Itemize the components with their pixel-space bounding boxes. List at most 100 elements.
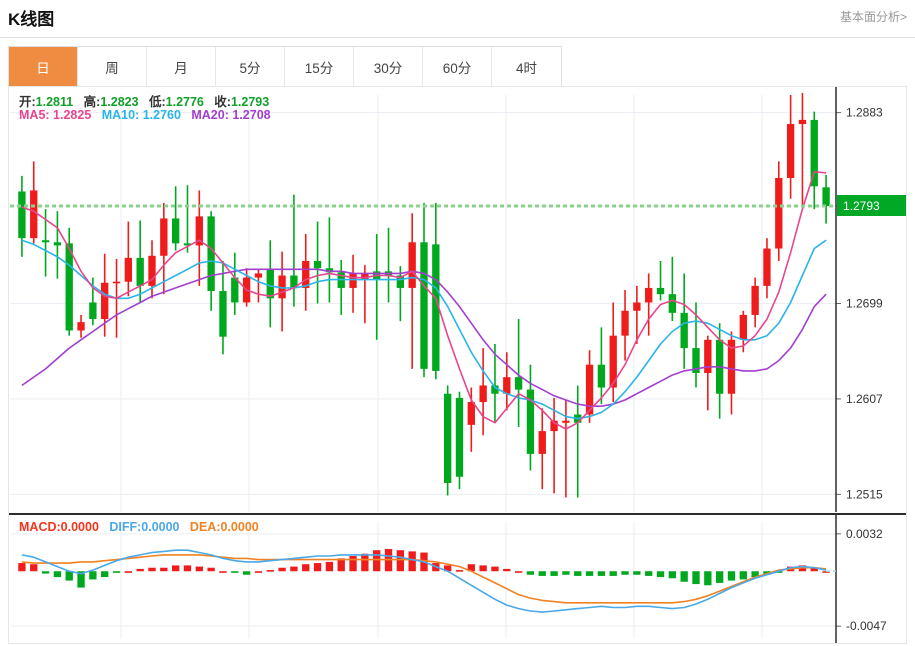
macd-histogram-bar xyxy=(18,563,26,572)
candlestick xyxy=(503,352,511,411)
candlestick xyxy=(656,260,665,301)
tab-15min[interactable]: 15分 xyxy=(285,47,354,86)
svg-text:1.2793: 1.2793 xyxy=(843,199,880,213)
ma5-value: 1.2825 xyxy=(53,108,92,122)
candlestick xyxy=(574,385,582,498)
candlestick xyxy=(231,252,239,315)
candlestick xyxy=(65,227,73,336)
candlestick xyxy=(786,95,795,199)
macd-histogram-bar xyxy=(574,571,582,576)
macd-histogram-bar xyxy=(325,561,334,572)
macd-histogram-bar xyxy=(337,558,345,572)
macd-histogram-bar xyxy=(266,570,274,572)
macd-histogram-bar xyxy=(373,550,381,572)
candlestick xyxy=(313,221,322,304)
macd-value: 0.0000 xyxy=(60,520,99,534)
candlestick xyxy=(479,348,487,436)
macd-histogram-bar xyxy=(538,571,546,576)
macd-histogram-bar xyxy=(53,571,62,578)
price-chart-pane[interactable]: 开:1.2811 高:1.2823 低:1.2776 收:1.2793 MA5:… xyxy=(9,87,906,513)
candlestick xyxy=(633,285,641,344)
ma5-label: MA5: xyxy=(19,108,50,122)
candlestick xyxy=(77,314,85,338)
candlestick xyxy=(822,174,830,224)
macd-histogram-bar xyxy=(254,571,263,573)
macd-histogram-bar xyxy=(101,571,109,578)
fundamental-analysis-link[interactable]: 基本面分析> xyxy=(839,10,907,24)
macd-histogram-bar xyxy=(313,563,322,572)
open-label: 开: xyxy=(19,95,36,109)
candlestick xyxy=(455,391,464,490)
ohlc-readout: 开:1.2811 高:1.2823 低:1.2776 收:1.2793 xyxy=(19,91,269,110)
macd-histogram-bar xyxy=(361,553,369,572)
candlestick xyxy=(160,202,168,295)
candlestick xyxy=(727,331,736,415)
low-value: 1.2776 xyxy=(165,95,204,109)
tab-day[interactable]: 日 xyxy=(9,47,78,86)
page-title: K线图 xyxy=(8,10,55,29)
candlestick xyxy=(254,269,263,303)
macd-histogram-bar xyxy=(503,568,511,572)
low-label: 低: xyxy=(148,95,166,109)
candlestick xyxy=(680,273,688,369)
candlestick xyxy=(526,364,535,471)
candlestick xyxy=(124,221,133,297)
candlestick xyxy=(810,111,818,210)
macd-histogram-bar xyxy=(112,571,121,573)
tab-60min[interactable]: 60分 xyxy=(423,47,492,86)
ma5-line xyxy=(21,171,827,430)
macd-histogram-bar xyxy=(633,571,641,575)
tab-5min[interactable]: 5分 xyxy=(216,47,285,86)
close-value: 1.2793 xyxy=(230,95,270,109)
macd-histogram-bar xyxy=(810,567,818,572)
macd-histogram-bar xyxy=(443,565,452,572)
close-label: 收: xyxy=(214,95,231,109)
diff-value: 0.0000 xyxy=(141,520,180,534)
macd-histogram-bar xyxy=(278,567,286,572)
macd-histogram-bar xyxy=(160,567,168,572)
open-value: 1.2811 xyxy=(35,95,74,109)
macd-histogram-bar xyxy=(621,571,629,575)
macd-histogram-bar xyxy=(550,571,558,576)
candlestick xyxy=(53,211,62,279)
macd-histogram-bar xyxy=(195,566,203,572)
price-axis-label: 1.2883 xyxy=(846,106,883,120)
macd-label: MACD: xyxy=(19,520,61,534)
candlestick xyxy=(704,335,712,411)
diff-label: DIFF: xyxy=(109,520,142,534)
macd-histogram-bar xyxy=(408,551,416,572)
tab-4hour[interactable]: 4时 xyxy=(492,47,561,86)
macd-histogram-bar xyxy=(65,571,73,581)
macd-histogram-bar xyxy=(171,565,180,572)
tab-month[interactable]: 月 xyxy=(147,47,216,86)
dea-line xyxy=(21,554,827,604)
kline-chart-container[interactable]: 开:1.2811 高:1.2823 低:1.2776 收:1.2793 MA5:… xyxy=(8,86,907,644)
candlestick xyxy=(373,234,381,340)
candlestick xyxy=(443,385,452,496)
price-axis-label: 1.2515 xyxy=(846,487,883,501)
candlestick xyxy=(337,259,345,315)
macd-histogram-bar xyxy=(609,571,617,576)
candlestick xyxy=(420,202,428,378)
macd-histogram-bar xyxy=(183,565,192,572)
candlestick xyxy=(183,185,192,253)
macd-chart-pane[interactable]: MACD:0.0000 DIFF:0.0000 DEA:0.0000 0.003… xyxy=(9,513,906,643)
tab-week[interactable]: 周 xyxy=(78,47,147,86)
candlestick xyxy=(491,343,499,423)
macd-histogram-bar xyxy=(396,550,405,572)
macd-histogram-bar xyxy=(656,571,665,578)
macd-histogram-bar xyxy=(231,571,239,573)
candlestick xyxy=(266,240,274,328)
macd-histogram-bar xyxy=(751,571,759,578)
macd-histogram-bar xyxy=(30,564,38,572)
ma-readout: MA5: 1.2825 MA10: 1.2760 MA20: 1.2708 xyxy=(19,108,271,122)
macd-histogram-bar xyxy=(526,571,535,575)
candlestick xyxy=(136,220,144,303)
tab-30min[interactable]: 30分 xyxy=(354,47,423,86)
macd-histogram-bar xyxy=(77,571,85,588)
macd-histogram-bar xyxy=(645,571,653,576)
macd-axis-label: 0.0032 xyxy=(846,527,883,541)
macd-histogram-bar xyxy=(562,571,570,575)
candlestick xyxy=(763,238,771,299)
candlestick xyxy=(302,234,310,311)
